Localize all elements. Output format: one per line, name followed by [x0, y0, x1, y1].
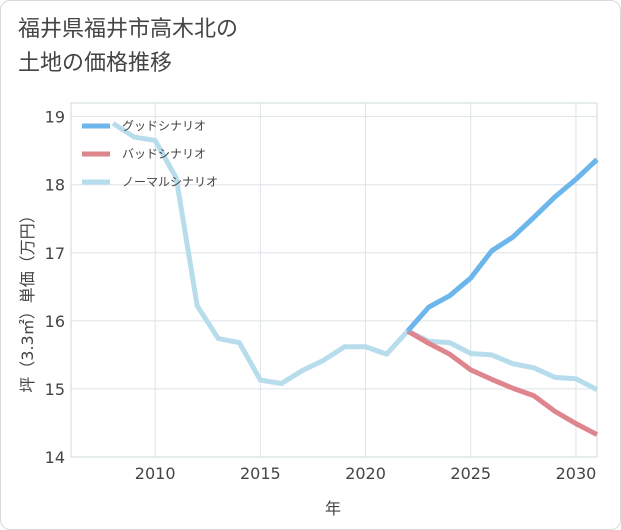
legend-label-0: グッドシナリオ [122, 119, 206, 133]
legend-label-1: バッドシナリオ [122, 147, 206, 161]
chart-title: 福井県福井市高木北の 土地の価格推移 [18, 13, 238, 81]
series-lines [111, 121, 599, 437]
y-tick-labels: 14 15 16 17 18 19 [45, 108, 65, 467]
y-tick-label: 16 [45, 312, 65, 331]
y-tick-label: 19 [45, 108, 65, 127]
y-tick-label: 15 [45, 380, 65, 399]
x-tick-label: 2030 [556, 464, 597, 483]
y-tick-label: 18 [45, 176, 65, 195]
series-line-2 [111, 121, 599, 392]
legend-label-2: ノーマルシナリオ [122, 175, 218, 189]
y-tick-label: 17 [45, 244, 65, 263]
x-tick-label: 2015 [240, 464, 281, 483]
series-line-0 [405, 157, 599, 333]
y-tick-label: 14 [45, 448, 65, 467]
chart-title-line-2: 土地の価格推移 [18, 51, 173, 76]
plot-area-frame [70, 102, 598, 458]
series-line-1 [406, 328, 599, 437]
x-tick-labels: 2010 2015 2020 2025 2030 [135, 464, 597, 483]
chart-title-line-1: 福井県福井市高木北の [18, 17, 239, 42]
x-tick-label: 2010 [135, 464, 176, 483]
x-tick-label: 2025 [450, 464, 491, 483]
x-tick-label: 2020 [345, 464, 386, 483]
x-axis-label: 年 [325, 499, 341, 518]
y-axis-label: 坪（3.3㎡）単価（万円） [18, 207, 37, 392]
